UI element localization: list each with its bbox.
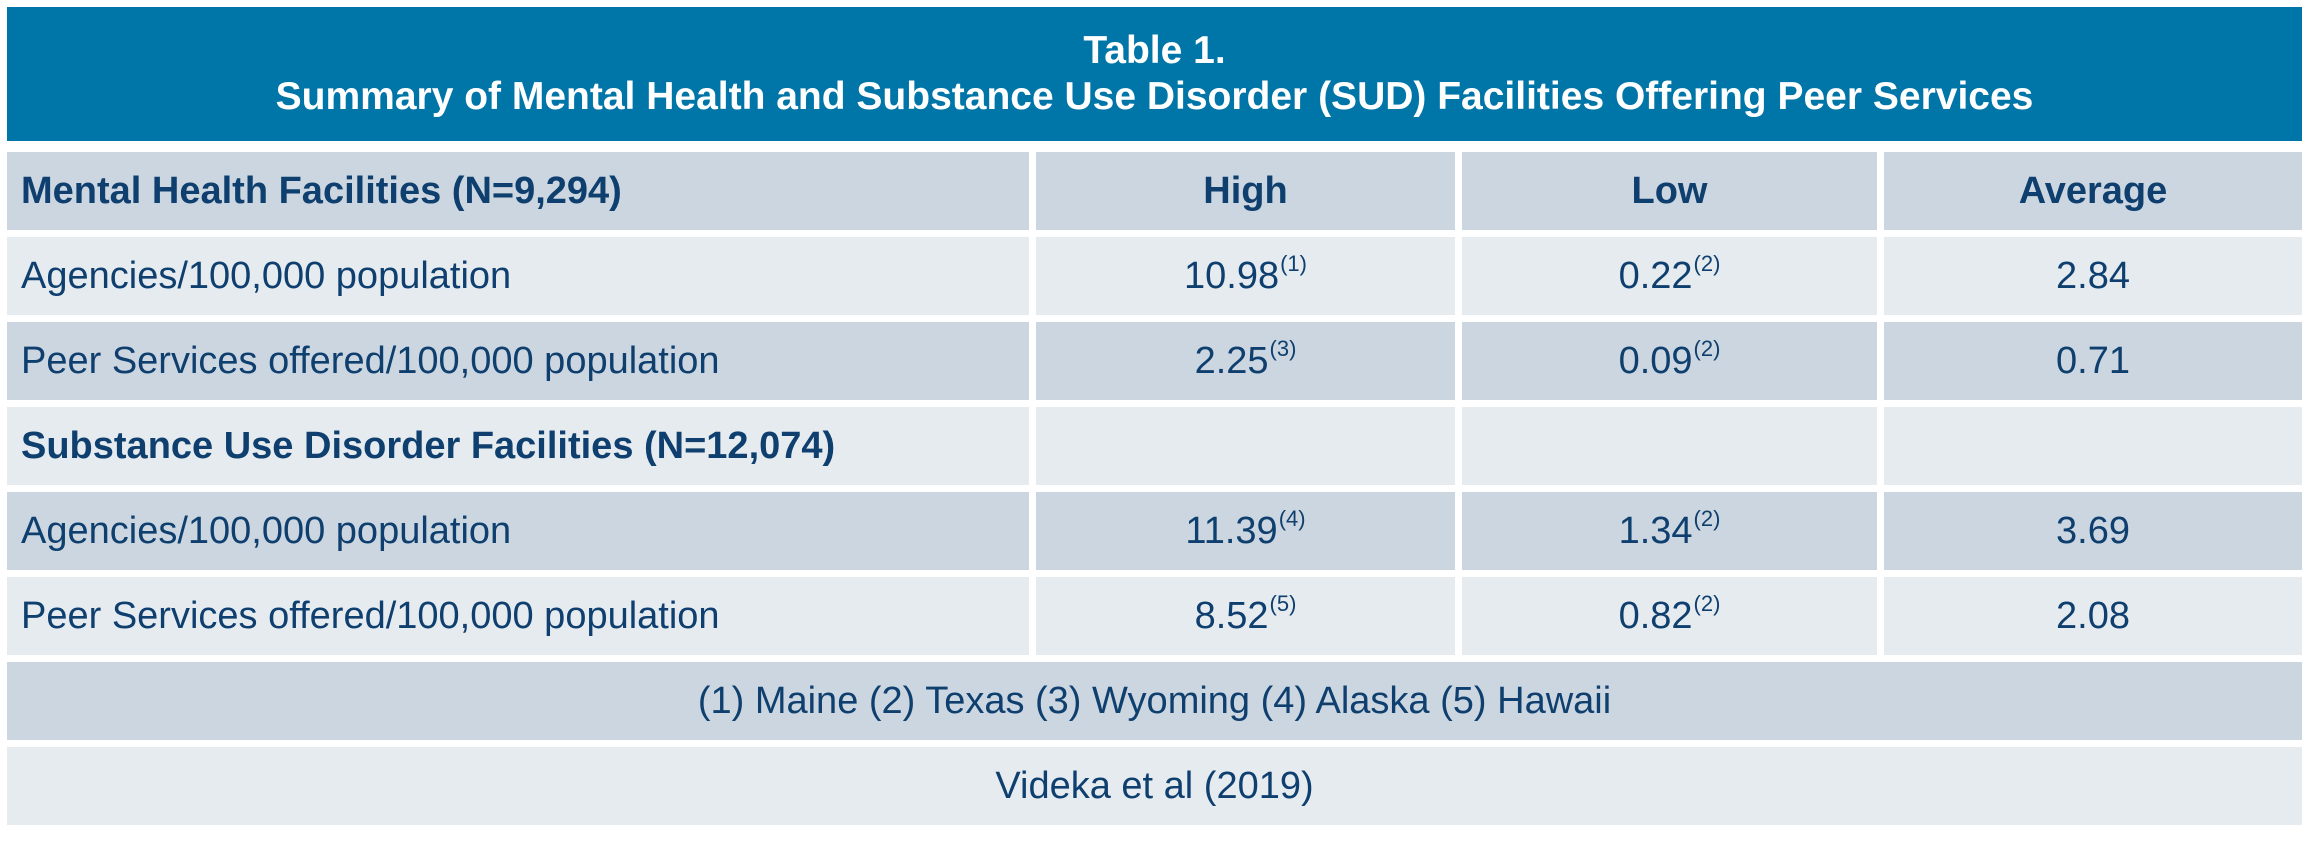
low-value: 0.22 (2) [1462,237,1877,315]
average-value: 0.71 [1884,322,2302,400]
table-caption: Summary of Mental Health and Substance U… [275,75,2034,118]
row-label: Peer Services offered/100,000 population [7,322,1029,400]
citation-row: Videka et al (2019) [7,747,2302,825]
value: 11.39 [1185,509,1278,552]
high-value: 10.98 (1) [1036,237,1455,315]
empty-cell [1462,407,1877,485]
value: 1.34 [1618,509,1693,552]
table-row: Agencies/100,000 population 10.98 (1) 0.2… [7,237,2302,315]
empty-cell [1884,407,2302,485]
value: 0.82 [1618,594,1693,637]
section-header-row: Mental Health Facilities (N=9,294) High … [7,152,2302,230]
footnote-marker: (5) [1269,591,1297,616]
footnote-row: (1) Maine (2) Texas (3) Wyoming (4) Alas… [7,662,2302,740]
footnote: (1) Maine (2) Texas (3) Wyoming (4) Alas… [7,662,2302,740]
column-header-average: Average [1884,152,2302,230]
section-header-row: Substance Use Disorder Facilities (N=12,… [7,407,2302,485]
average-value: 3.69 [1884,492,2302,570]
high-value: 11.39 (4) [1036,492,1455,570]
low-value: 0.09 (2) [1462,322,1877,400]
value: 0.09 [1618,339,1693,382]
table-title: Table 1. Summary of Mental Health and Su… [7,7,2302,141]
high-value: 2.25 (3) [1036,322,1455,400]
row-label: Agencies/100,000 population [7,492,1029,570]
average-value: 2.84 [1884,237,2302,315]
footnote-marker: (3) [1269,336,1297,361]
average-value: 2.08 [1884,577,2302,655]
row-label: Peer Services offered/100,000 population [7,577,1029,655]
low-value: 1.34 (2) [1462,492,1877,570]
table-number: Table 1. [1083,29,1226,72]
value: 8.52 [1194,594,1269,637]
value: 10.98 [1184,254,1280,297]
high-value: 8.52 (5) [1036,577,1455,655]
column-header-low: Low [1462,152,1877,230]
summary-table: Mental Health Facilities (N=9,294) High … [7,152,2302,832]
footnote-marker: (2) [1693,591,1721,616]
section-label: Mental Health Facilities (N=9,294) [7,152,1029,230]
footnote-marker: (1) [1280,251,1307,276]
footnote-marker: (4) [1278,506,1306,531]
table-row: Peer Services offered/100,000 population… [7,322,2302,400]
row-label: Agencies/100,000 population [7,237,1029,315]
footnote-marker: (2) [1693,506,1721,531]
footnote-marker: (2) [1693,251,1721,276]
column-header-high: High [1036,152,1455,230]
value: 0.22 [1618,254,1693,297]
table-row: Peer Services offered/100,000 population… [7,577,2302,655]
section-label: Substance Use Disorder Facilities (N=12,… [7,407,1029,485]
empty-cell [1036,407,1455,485]
value: 2.25 [1194,339,1269,382]
low-value: 0.82 (2) [1462,577,1877,655]
footnote-marker: (2) [1693,336,1721,361]
table-row: Agencies/100,000 population 11.39 (4) 1.3… [7,492,2302,570]
citation: Videka et al (2019) [7,747,2302,825]
